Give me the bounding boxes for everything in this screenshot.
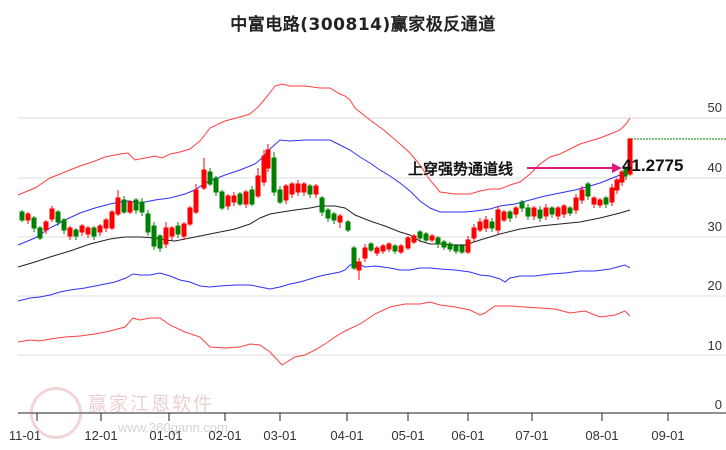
x-tick-05-01: 05-01 (391, 428, 425, 443)
x-tick-09-01: 09-01 (651, 428, 685, 443)
x-tick-03-01: 03-01 (263, 428, 297, 443)
annotation-label: 上穿强势通道线 (408, 160, 514, 178)
y-tick-0: 0 (714, 397, 722, 412)
x-tick-04-01: 04-01 (330, 428, 364, 443)
candles (19, 138, 633, 280)
outer-upper-band (17, 83, 631, 196)
x-tick-07-01: 07-01 (515, 428, 549, 443)
watermark-url: www.360gann.com (118, 420, 228, 435)
x-tick-02-01: 02-01 (208, 428, 242, 443)
annotation-value: 41.2775 (622, 156, 684, 175)
y-tick-10: 10 (707, 338, 722, 353)
x-tick-12-01: 12-01 (84, 428, 118, 443)
watermark-logo (30, 387, 82, 439)
y-tick-30: 30 (707, 219, 722, 234)
y-tick-40: 40 (707, 160, 722, 175)
watermark-name: 赢家江恩软件 (88, 393, 215, 415)
chart-title: 中富电路(300814)赢家极反通道 (230, 15, 496, 35)
grid (18, 117, 726, 356)
y-tick-20: 20 (707, 278, 722, 293)
x-tick-08-01: 08-01 (585, 428, 619, 443)
y-tick-50: 50 (707, 100, 722, 115)
x-tick-01-01: 01-01 (149, 428, 183, 443)
x-ticks (36, 413, 669, 421)
inner-lower-band (17, 263, 631, 302)
annotation-arrow (527, 163, 622, 173)
x-tick-06-01: 06-01 (451, 428, 485, 443)
outer-lower-band (17, 301, 631, 366)
x-tick-11-01: 11-01 (8, 428, 42, 443)
